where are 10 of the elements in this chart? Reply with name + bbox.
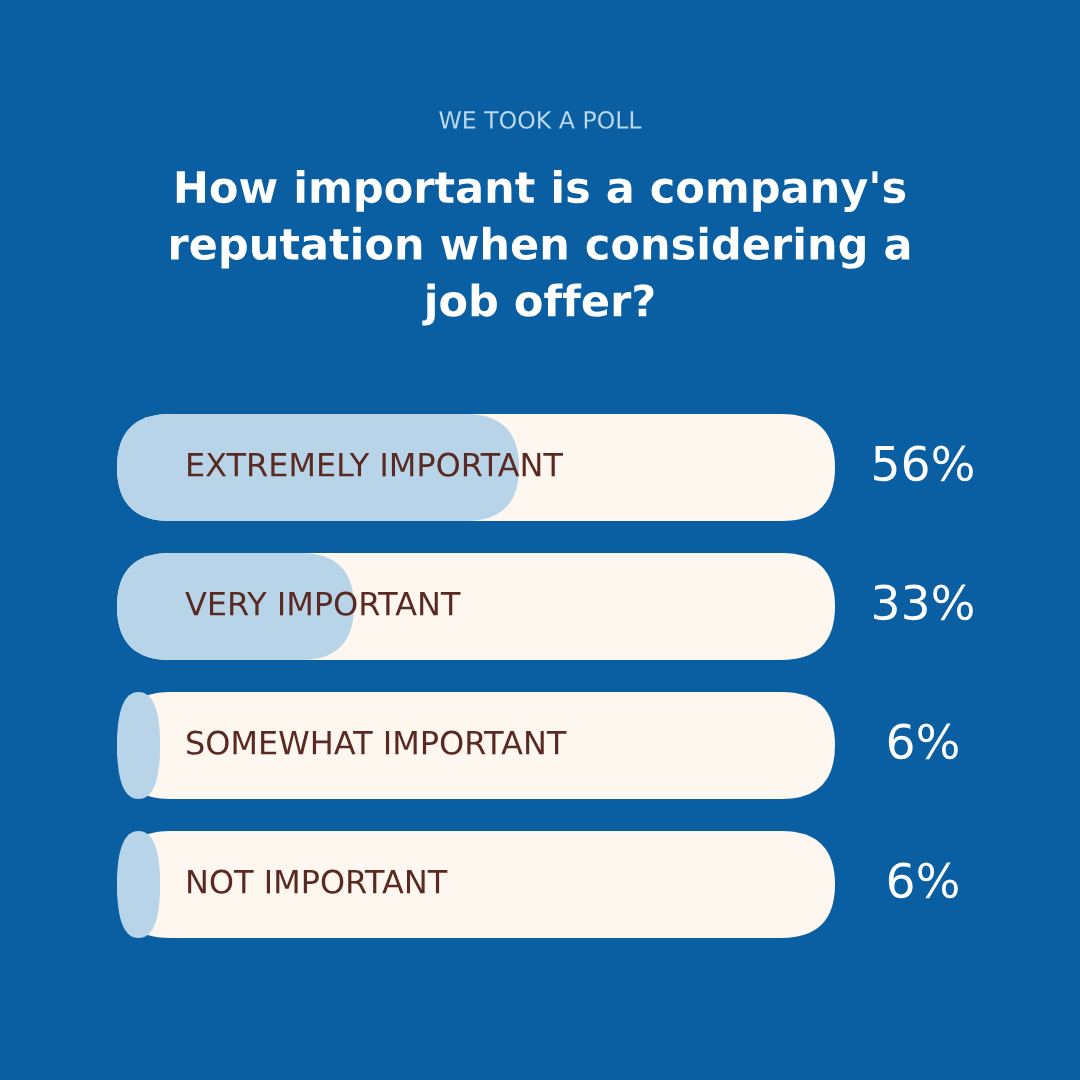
data-label: 33%	[874, 584, 973, 621]
chart-title: How important is a company's reputation when considering a job offer?	[171, 170, 910, 326]
y-tick-label: NOT IMPORTANT	[188, 869, 448, 894]
y-tick-label: EXTREMELY IMPORTANT	[188, 452, 564, 477]
data-label: 6%	[888, 862, 958, 899]
data-label: 56%	[874, 445, 973, 482]
y-tick-label: VERY IMPORTANT	[185, 591, 461, 616]
y-tick-label: SOMEWHAT IMPORTANT	[187, 730, 567, 755]
data-label: 6%	[888, 723, 958, 760]
chart-subtitle: WE TOOK A POLL	[439, 110, 642, 129]
